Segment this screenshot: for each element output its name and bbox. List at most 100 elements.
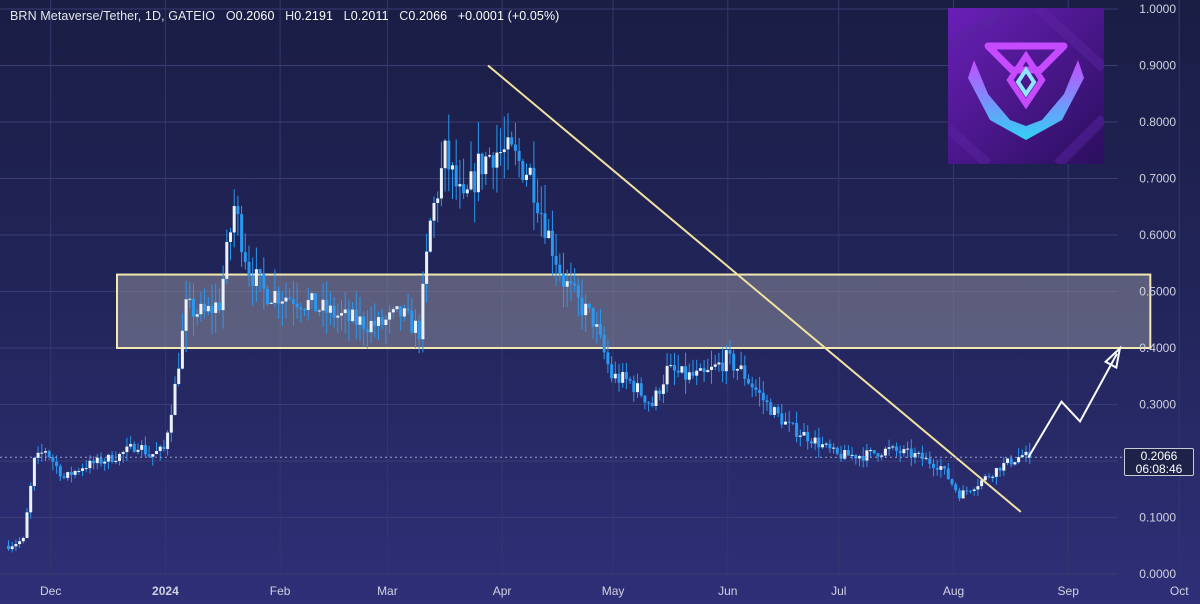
open-value: 0.2060	[235, 9, 275, 23]
candle-body	[787, 421, 791, 423]
candle-body	[273, 290, 277, 303]
candle-body	[835, 447, 839, 454]
candle-body	[158, 446, 162, 452]
candle-body	[203, 303, 207, 312]
candle-body	[850, 454, 854, 456]
y-tick-label: 1.0000	[1139, 2, 1176, 16]
candle-body	[280, 301, 284, 304]
y-tick-label: 0.9000	[1139, 59, 1176, 73]
brn-logo-icon	[948, 8, 1104, 164]
candle-body	[321, 299, 325, 311]
candle-body	[920, 452, 924, 460]
candle-body	[761, 392, 765, 401]
candle-body	[802, 432, 806, 436]
candle-body	[536, 202, 540, 214]
candle-body	[365, 329, 369, 333]
candle-body	[243, 252, 247, 262]
candle-body	[1002, 462, 1006, 471]
candle-body	[628, 379, 632, 381]
candle-body	[647, 402, 651, 404]
candle-body	[332, 305, 336, 318]
price-axis[interactable]: 1.0000 0.9000 0.8000 0.7000 0.6000 0.5000 0.40…	[1139, 2, 1176, 581]
candle-body	[510, 137, 514, 145]
candle-body	[521, 161, 525, 180]
candle-body	[103, 461, 107, 464]
candle-body	[917, 452, 921, 454]
candle-body	[432, 203, 436, 221]
candle-body	[40, 452, 44, 454]
candle-body	[173, 383, 177, 415]
candle-body	[62, 476, 66, 478]
candle-body	[262, 273, 266, 289]
candle-body	[935, 468, 939, 470]
x-tick-label: Jun	[718, 584, 737, 598]
candle-body	[562, 273, 565, 287]
candle-body	[491, 155, 495, 168]
resistance-zone[interactable]	[116, 273, 1152, 349]
candle-body	[129, 443, 133, 447]
candle-body	[132, 443, 136, 452]
candle-body	[710, 366, 713, 370]
candle-body	[221, 278, 225, 311]
candle-body	[162, 446, 166, 449]
candle-body	[776, 407, 780, 414]
candle-body	[676, 370, 680, 373]
candle-body	[81, 468, 84, 471]
candle-body	[739, 365, 743, 370]
candle-body	[325, 299, 329, 313]
candle-body	[580, 297, 584, 316]
candle-body	[617, 373, 621, 383]
candle-body	[136, 449, 140, 452]
candle-body	[88, 460, 92, 469]
x-tick-label: Feb	[270, 584, 291, 598]
candle-body	[410, 310, 414, 333]
candle-body	[883, 448, 887, 456]
candle-body	[680, 366, 684, 373]
candle-body	[362, 316, 366, 330]
candle-body	[828, 443, 832, 449]
candle-body	[25, 512, 29, 538]
candle-body	[765, 400, 769, 403]
candle-body	[547, 230, 551, 239]
candle-body	[428, 220, 432, 252]
time-axis[interactable]: Dec 2024 Feb Mar Apr May Jun Jul Aug Sep Oct	[40, 584, 1189, 598]
candle-body	[543, 213, 547, 239]
candle-body	[969, 490, 972, 492]
candle-body	[898, 450, 902, 454]
candle-body	[839, 453, 843, 459]
candle-body	[458, 184, 462, 187]
y-tick-label: 0.3000	[1139, 398, 1176, 412]
candle-body	[421, 283, 425, 340]
candle-body	[932, 463, 935, 469]
descending-trendline[interactable]	[487, 64, 1022, 513]
candle-body	[943, 466, 947, 469]
candle-body	[843, 450, 847, 459]
candle-body	[106, 454, 110, 462]
candle-body	[806, 432, 810, 442]
symbol-title: BRN Metaverse/Tether, 1D, GATEIO	[10, 9, 216, 23]
candle-body	[118, 453, 121, 461]
candle-body	[328, 305, 332, 313]
open-label: O	[225, 9, 236, 23]
candle-body	[188, 298, 192, 300]
candle-body	[1024, 451, 1028, 456]
candle-body	[569, 281, 573, 284]
candle-body	[443, 140, 447, 169]
candle-body	[436, 198, 440, 204]
candle-body	[269, 302, 273, 304]
candle-body	[528, 167, 532, 175]
candle-body	[295, 303, 299, 308]
candle-body	[451, 165, 454, 170]
candle-body	[902, 449, 906, 454]
candle-body	[573, 283, 577, 286]
candle-body	[373, 320, 377, 326]
candle-body	[402, 308, 406, 317]
candle-body	[251, 276, 255, 286]
candle-body	[454, 165, 458, 187]
candle-body	[584, 303, 588, 316]
candle-body	[288, 297, 292, 300]
candle-body	[587, 303, 591, 308]
candle-body	[846, 450, 850, 456]
candle-body	[69, 472, 73, 475]
candle-body	[347, 309, 351, 322]
